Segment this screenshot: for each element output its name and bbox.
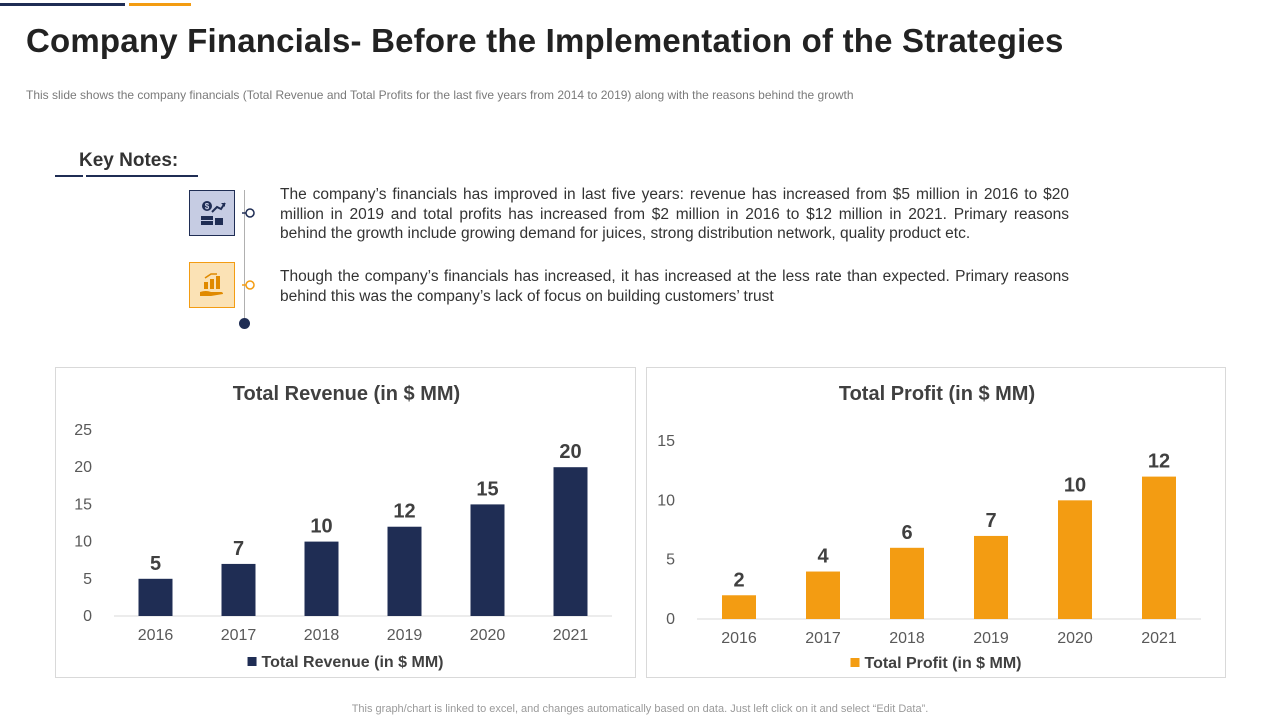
- x-tick-label: 2017: [221, 627, 257, 644]
- key-note-text: Though the company’s financials has incr…: [280, 268, 1069, 305]
- y-tick-label: 20: [74, 459, 92, 476]
- x-tick-label: 2020: [470, 627, 506, 644]
- x-tick-label: 2019: [387, 627, 423, 644]
- key-notes-underline: [86, 175, 198, 177]
- y-tick-label: 15: [74, 496, 92, 513]
- bar: [138, 578, 173, 616]
- bar: [1058, 500, 1092, 619]
- chart-legend: Total Revenue (in $ MM): [247, 654, 444, 671]
- data-label: 15: [476, 478, 498, 500]
- svg-text:$: $: [205, 202, 210, 211]
- bar: [806, 571, 840, 619]
- data-label: 10: [310, 516, 332, 538]
- timeline-line: [244, 190, 245, 320]
- money-growth-icon: $: [189, 190, 235, 236]
- timeline-dot: [239, 318, 250, 329]
- y-tick-label: 10: [657, 492, 675, 509]
- legend-label: Total Revenue (in $ MM): [262, 654, 444, 671]
- top-accent-bar-navy: [0, 3, 125, 6]
- legend-label: Total Profit (in $ MM): [864, 655, 1021, 672]
- key-note-text: The company’s financials has improved in…: [280, 186, 1069, 242]
- page-title: Company Financials- Before the Implement…: [26, 22, 1064, 59]
- x-tick-label: 2019: [973, 630, 1009, 647]
- data-label: 2: [733, 569, 744, 591]
- legend-swatch: [247, 657, 257, 666]
- data-label: 5: [150, 553, 161, 575]
- data-label: 7: [233, 538, 244, 560]
- data-label: 12: [1148, 451, 1170, 473]
- data-label: 12: [393, 501, 415, 523]
- y-tick-label: 5: [83, 571, 92, 588]
- data-label: 10: [1064, 474, 1086, 496]
- x-tick-label: 2016: [721, 630, 757, 647]
- y-tick-label: 0: [666, 611, 675, 628]
- bar: [304, 541, 339, 616]
- x-tick-label: 2017: [805, 630, 841, 647]
- connector-arrow-icon: [242, 208, 255, 218]
- revenue-chart: Total Revenue (in $ MM) 0 5 10 15 20 25 5 2016 7 2…: [74, 383, 612, 671]
- bar: [470, 504, 505, 616]
- bar: [974, 535, 1008, 619]
- x-tick-label: 2018: [304, 627, 340, 644]
- y-tick-label: 15: [657, 433, 675, 450]
- hand-growth-chart-icon: [189, 262, 235, 308]
- data-label: 6: [901, 522, 912, 544]
- y-tick-label: 5: [666, 552, 675, 569]
- y-tick-label: 10: [74, 534, 92, 551]
- x-tick-label: 2021: [553, 627, 589, 644]
- connector-arrow-icon: [242, 280, 255, 290]
- profit-chart: Total Profit (in $ MM) 0 5 10 15 2 2016 4 2017 6 2…: [657, 383, 1201, 672]
- bar: [221, 563, 256, 616]
- bar: [890, 547, 924, 619]
- chart-title: Total Profit (in $ MM): [839, 383, 1035, 405]
- revenue-chart-panel: Total Revenue (in $ MM) 0 5 10 15 20 25 5 2016 7 2…: [55, 367, 636, 678]
- chart-title: Total Revenue (in $ MM): [233, 383, 460, 405]
- key-notes-heading: Key Notes:: [79, 150, 179, 171]
- y-tick-label: 25: [74, 422, 92, 439]
- x-tick-label: 2021: [1141, 630, 1177, 647]
- data-label: 20: [559, 441, 581, 463]
- bar: [553, 467, 588, 616]
- data-label: 7: [985, 510, 996, 532]
- x-tick-label: 2020: [1057, 630, 1093, 647]
- top-accent-bar-gold: [129, 3, 191, 6]
- profit-chart-panel: Total Profit (in $ MM) 0 5 10 15 2 2016 4 2017 6 2…: [646, 367, 1226, 678]
- x-tick-label: 2018: [889, 630, 925, 647]
- page-subtitle: This slide shows the company financials …: [26, 88, 854, 102]
- x-tick-label: 2016: [138, 627, 174, 644]
- footer-note: This graph/chart is linked to excel, and…: [351, 703, 929, 715]
- bar: [1142, 476, 1176, 619]
- bar: [722, 595, 756, 619]
- bar: [387, 526, 422, 616]
- legend-swatch: [850, 658, 860, 667]
- data-label: 4: [817, 546, 829, 568]
- y-tick-label: 0: [83, 608, 92, 625]
- key-notes-underline: [55, 175, 83, 177]
- chart-legend: Total Profit (in $ MM): [850, 655, 1022, 672]
